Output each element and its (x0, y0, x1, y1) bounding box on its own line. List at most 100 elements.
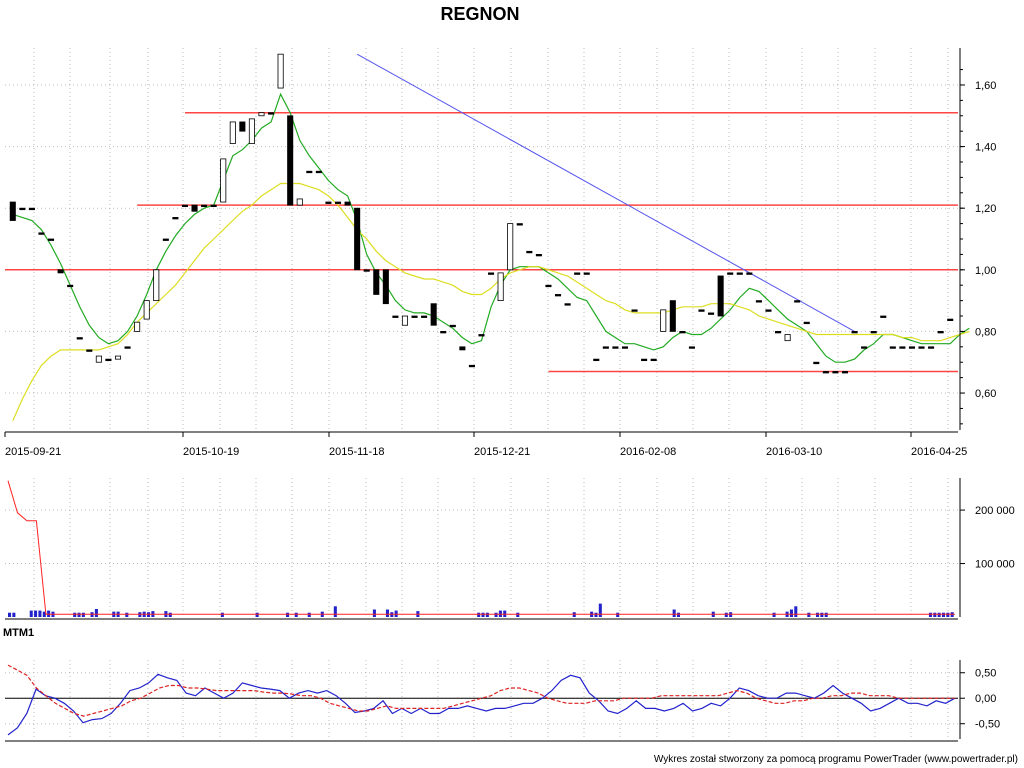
trend-line (356, 53, 855, 332)
candle (411, 315, 418, 318)
volume-bar (598, 603, 602, 617)
candle (621, 346, 629, 349)
candle (813, 361, 820, 365)
volume-bar (937, 612, 941, 617)
mtm-gridlines (5, 660, 958, 739)
candle (344, 201, 351, 206)
candle (181, 204, 188, 208)
volume-bar (807, 612, 811, 617)
moving-average-line (12, 92, 970, 363)
chart-title: REGNON (440, 4, 519, 24)
volume-bar (485, 612, 489, 617)
candle (870, 331, 877, 334)
mtm-label: MTM1 (3, 627, 34, 639)
candle (392, 315, 399, 318)
y-tick-label: 200 000 (975, 505, 1015, 517)
volume-bar (81, 612, 85, 617)
volume-bar (676, 612, 681, 617)
candle (717, 275, 724, 317)
candle (382, 269, 389, 305)
candle (889, 346, 896, 349)
volume-bar (498, 610, 502, 617)
candle (507, 223, 514, 271)
candle (401, 315, 409, 326)
volume-bar (616, 612, 620, 617)
candle (688, 346, 695, 349)
volume-bar (47, 610, 51, 617)
volume-y-tick-labels: 100 000 200 000 (960, 505, 1015, 571)
y-tick-label: 1,00 (975, 265, 996, 277)
moving-average-lines (12, 92, 970, 422)
candle (765, 309, 772, 312)
candle (201, 204, 208, 208)
volume-bar (477, 612, 481, 617)
candlesticks (9, 53, 954, 374)
candle (306, 170, 313, 174)
volume-bar (815, 612, 820, 617)
candle (38, 232, 45, 235)
candle (124, 346, 131, 349)
candle (736, 272, 743, 275)
candle (162, 238, 169, 241)
trend-line-segment (356, 53, 855, 332)
candle (784, 334, 791, 342)
y-tick-label: 100 000 (975, 559, 1015, 571)
volume-bar (594, 612, 598, 617)
x-tick-label: 2015-11-18 (329, 446, 384, 458)
x-tick-label: 2015-10-19 (183, 446, 239, 458)
y-tick-label: 1,60 (975, 80, 996, 92)
volume-panel: 100 000 200 000 (5, 478, 1015, 620)
candle (440, 331, 447, 334)
candle (851, 331, 858, 334)
candle (459, 346, 466, 351)
volume-bar (494, 612, 498, 617)
candle (641, 358, 648, 362)
candle (363, 269, 370, 272)
candle (143, 300, 150, 320)
candle (612, 346, 619, 349)
candle (114, 355, 122, 360)
candle (239, 121, 246, 132)
candle (421, 315, 428, 318)
candle (325, 201, 332, 204)
mtm-series-line (7, 673, 956, 736)
volume-bar (307, 612, 311, 617)
candle (373, 269, 380, 295)
candle (210, 204, 217, 208)
candle (574, 272, 581, 275)
volume-bar (42, 611, 46, 617)
candle (937, 331, 944, 334)
price-y-tick-labels: 0,60 0,80 1,00 1,20 1,40 1,60 (960, 69, 996, 425)
y-tick-label: 1,20 (975, 203, 996, 215)
candle (832, 371, 839, 374)
candle (880, 315, 887, 318)
candle (488, 272, 495, 275)
candle (57, 269, 64, 274)
candle (679, 331, 686, 334)
candle (95, 355, 102, 363)
candle (296, 198, 303, 206)
candle (899, 346, 906, 349)
candle (287, 115, 294, 206)
y-tick-label: -0,50 (975, 719, 1000, 731)
volume-gridlines (5, 478, 958, 617)
candle (602, 346, 609, 349)
volume-average-series (7, 480, 955, 615)
candle (918, 346, 925, 349)
candle (554, 294, 562, 297)
candle (48, 238, 55, 241)
volume-bar (928, 612, 932, 617)
candle (861, 346, 868, 349)
y-tick-label: 0,50 (975, 668, 996, 680)
volume-bar (516, 612, 520, 617)
candle (28, 207, 35, 211)
volume-bar (503, 610, 507, 617)
volume-bar (672, 609, 676, 617)
volume-bar (255, 612, 259, 617)
candle (841, 371, 849, 374)
y-tick-label: 0,80 (975, 326, 996, 338)
x-tick-label: 2015-12-21 (474, 446, 530, 458)
volume-bar (38, 610, 42, 617)
volume-bar (29, 610, 33, 617)
candle (947, 318, 954, 321)
